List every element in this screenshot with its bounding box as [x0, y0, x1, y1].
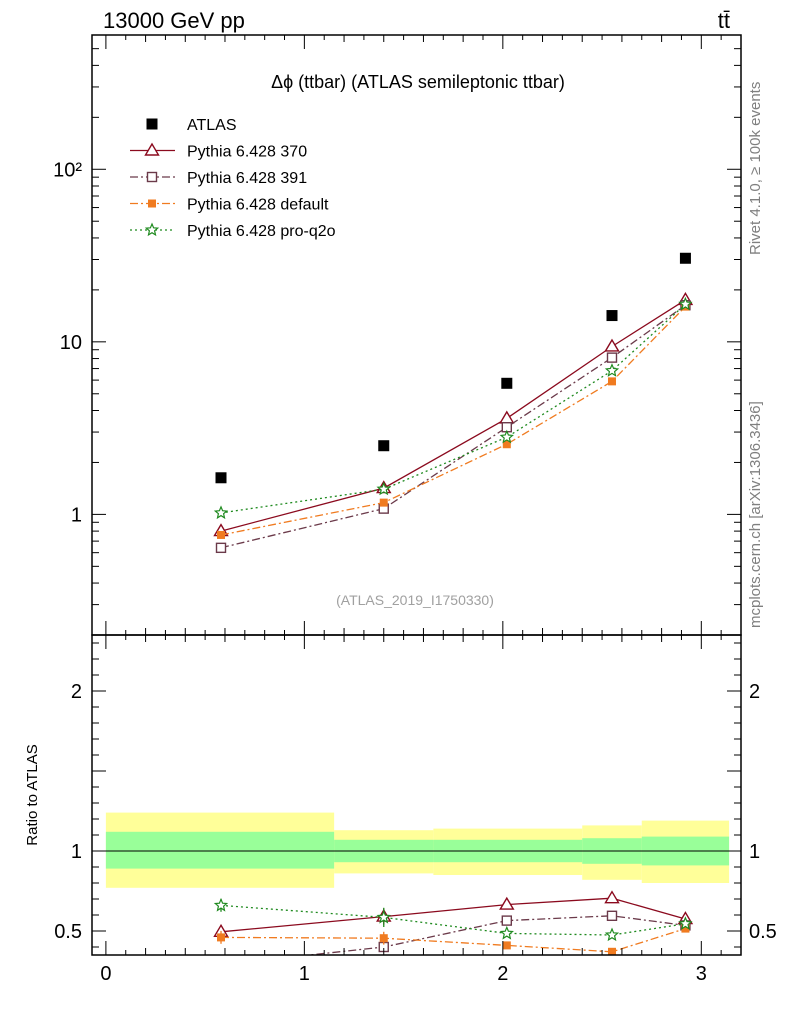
x-tick-label: 3: [696, 963, 707, 985]
ratio-point-2: [607, 947, 616, 955]
main-plot: [213, 252, 694, 554]
ratio-point-3: [376, 909, 392, 924]
series-point-1: [215, 542, 227, 554]
y-tick-label-main: 10²: [53, 159, 82, 181]
legend-label: Pythia 6.428 default: [187, 197, 329, 214]
axes: 0 1 2 3 1 10 10² 0.5 0.5 1 1 2 2: [53, 34, 777, 985]
chart-title: Δϕ (ttbar) (ATLAS semileptonic ttbar): [271, 72, 565, 92]
ratio-frame: [91, 634, 742, 956]
y-tick-label-ratio-right: 2: [749, 681, 760, 703]
analysis-id: (ATLAS_2019_I1750330): [336, 592, 494, 608]
legend-label: Pythia 6.428 391: [187, 170, 307, 187]
atlas-data-point: [501, 377, 513, 389]
y-tick-label-ratio: 1: [71, 841, 82, 863]
legend-label: Pythia 6.428 pro-q2o: [187, 223, 336, 240]
legend-label: Pythia 6.428 370: [187, 144, 307, 161]
series-point-1: [606, 352, 618, 363]
series-point-0: [604, 338, 620, 352]
series-point-3: [604, 363, 620, 377]
rivet-label: Rivet 4.1.0, ≥ 100k events: [747, 82, 764, 255]
legend-marker: [144, 222, 160, 237]
mcplots-label: mcplots.cern.ch [arXiv:1306.3436]: [747, 401, 764, 628]
legend: ATLAS Pythia 6.428 370 Pythia 6.428 391 Pyt…: [130, 117, 336, 240]
series-point-3: [499, 429, 514, 444]
ratio-point-3: [604, 927, 620, 942]
y-tick-label-main: 10: [60, 332, 82, 354]
ratio-point-3: [678, 916, 693, 930]
atlas-data-point: [378, 440, 390, 452]
ratio-point-1: [501, 915, 513, 926]
ratio-point-2: [217, 933, 226, 942]
atlas-data-point: [606, 310, 618, 322]
ratio-point-3: [499, 925, 514, 940]
ratio-ylabel: Ratio to ATLAS: [24, 744, 41, 845]
header-left: 13000 GeV pp: [103, 8, 245, 33]
y-tick-label-main: 1: [71, 504, 82, 526]
atlas-data-point: [679, 252, 691, 264]
legend-marker: [148, 199, 156, 208]
atlas-data-point: [215, 472, 227, 484]
series-point-2: [379, 498, 388, 507]
x-tick-label: 2: [497, 963, 508, 985]
x-tick-label: 0: [100, 963, 111, 985]
series-line-1: [220, 304, 686, 549]
series-line-2: [220, 306, 686, 536]
band-inner: [105, 831, 335, 869]
series-point-2: [607, 377, 616, 386]
ratio-point-2: [502, 941, 511, 950]
y-tick-label-ratio: 0.5: [54, 921, 82, 943]
series-point-0: [499, 410, 515, 424]
legend-marker: [146, 118, 158, 130]
ratio-point-2: [379, 934, 388, 943]
y-tick-label-ratio: 2: [71, 681, 82, 703]
header-right: tt̄: [718, 8, 730, 33]
ratio-point-3: [213, 897, 229, 912]
y-tick-label-ratio-right: 0.5: [749, 921, 777, 943]
series-line-3: [220, 303, 686, 514]
ratio-point-1: [606, 910, 618, 921]
legend-marker: [146, 171, 158, 183]
x-tick-label: 1: [299, 963, 310, 985]
legend-marker: [144, 142, 160, 156]
ratio-point-0: [499, 896, 515, 910]
ratio-plot: [213, 890, 694, 969]
ratio-line-2: [220, 927, 686, 953]
y-tick-label-ratio-right: 1: [749, 841, 760, 863]
ratio-point-1: [217, 960, 226, 969]
series-point-2: [502, 440, 511, 449]
series-point-3: [376, 481, 392, 496]
ratio-point-0: [604, 890, 620, 904]
series-point-2: [217, 530, 226, 539]
series-point-3: [678, 296, 693, 311]
series-line-0: [220, 299, 686, 532]
legend-label: ATLAS: [187, 117, 237, 134]
ratio-point-2: [681, 924, 690, 933]
series-point-3: [213, 505, 229, 520]
uncertainty-bands: [92, 812, 741, 888]
